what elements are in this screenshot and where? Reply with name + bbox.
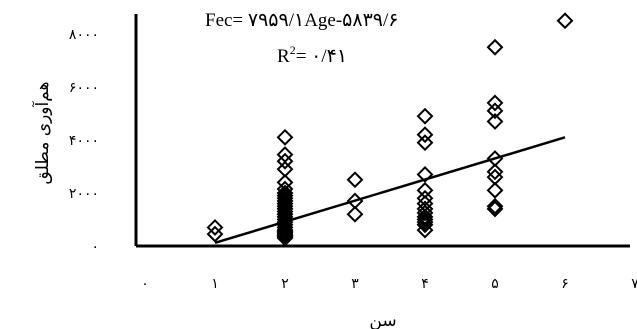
x-tick-label: ۲ [281, 276, 289, 292]
data-point [416, 221, 434, 239]
data-point [276, 152, 294, 170]
y-tick-label: ۸۰۰۰ [69, 27, 99, 43]
data-point [486, 94, 504, 112]
data-point [486, 197, 504, 215]
data-point [486, 163, 504, 181]
data-point [276, 229, 294, 247]
data-point [206, 225, 224, 243]
data-point [346, 205, 364, 223]
x-tick-labels: ۰ ۱ ۲ ۳ ۴ ۵ ۶ ۷ [141, 276, 637, 292]
data-point [416, 126, 434, 144]
data-point [486, 113, 504, 130]
data-point [346, 171, 364, 189]
y-tick-label: ۴۰۰۰ [69, 133, 99, 149]
data-point [556, 12, 574, 30]
data-point [416, 166, 434, 183]
x-tick-label: ۷ [631, 276, 637, 292]
data-point [206, 219, 224, 236]
x-axis-title: سن [369, 311, 396, 329]
y-tick-labels: ۰ ۲۰۰۰ ۴۰۰۰ ۶۰۰۰ ۸۰۰۰ [69, 27, 99, 255]
x-tick-label: ۶ [561, 276, 569, 292]
y-tick-label: ۰ [91, 239, 99, 255]
data-point [416, 213, 434, 231]
x-tick-label: ۴ [421, 276, 429, 292]
data-point [416, 211, 434, 228]
data-point [486, 102, 504, 120]
regression-equation: Fec= ۷۹۵۹/۱Age-۵۸۳۹/۶ [205, 10, 399, 31]
x-tick-label: ۰ [141, 276, 149, 292]
data-point [416, 134, 434, 152]
r-squared-superscript: 2 [290, 43, 296, 57]
data-point [486, 200, 504, 218]
y-axis-title: هم‌آوری مطلق [31, 82, 53, 185]
y-tick-label: ۶۰۰۰ [69, 80, 99, 96]
data-point [416, 216, 434, 234]
r-squared-value: = ۰/۴۱ [296, 46, 347, 67]
data-point [276, 128, 294, 146]
r-squared-label: R2= ۰/۴۱ [277, 43, 347, 67]
data-point [486, 181, 504, 199]
x-tick-label: ۵ [491, 276, 499, 292]
x-tick-label: ۱ [211, 276, 219, 292]
x-tick-label: ۳ [351, 276, 359, 292]
data-point [416, 107, 434, 125]
trendline [214, 136, 566, 245]
y-tick-label: ۲۰۰۰ [69, 186, 99, 202]
data-point [416, 204, 434, 222]
data-points [206, 12, 574, 247]
data-point [276, 219, 294, 236]
r-squared-letter: R [277, 46, 290, 67]
data-point [486, 38, 504, 56]
